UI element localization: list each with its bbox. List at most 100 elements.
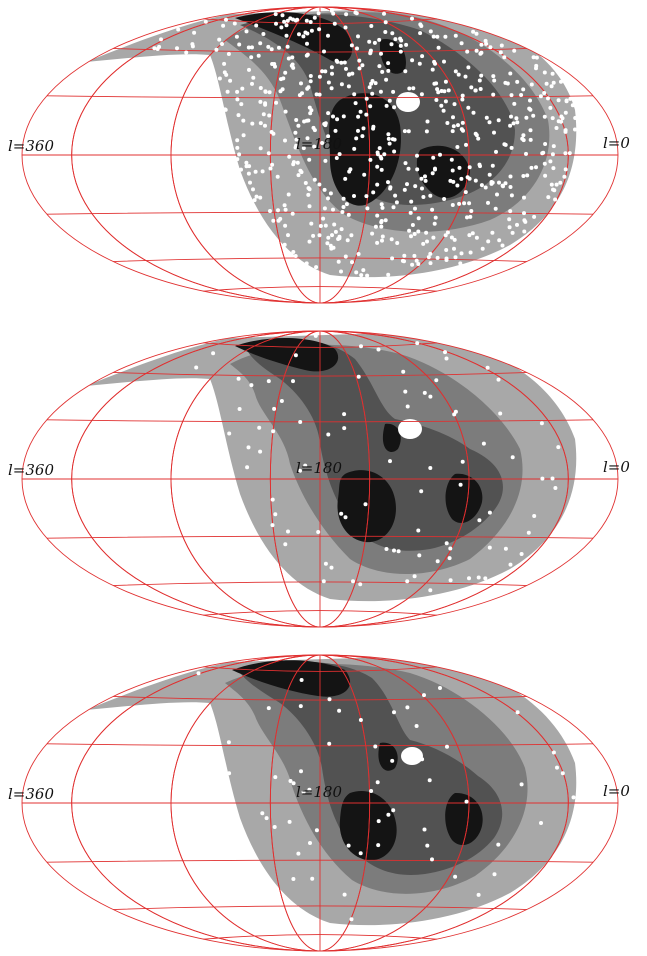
- longitude-label-360: l=360: [8, 785, 54, 803]
- data-point: [460, 459, 465, 464]
- parallel-line: [113, 581, 527, 587]
- data-point: [384, 103, 389, 108]
- data-point: [445, 744, 449, 749]
- data-point: [317, 233, 322, 238]
- data-point: [497, 180, 501, 185]
- data-point: [413, 206, 417, 211]
- data-point: [273, 775, 278, 780]
- data-point: [389, 42, 394, 47]
- data-point: [237, 42, 242, 47]
- data-point: [511, 121, 516, 126]
- data-point: [326, 134, 331, 139]
- data-point: [419, 92, 424, 97]
- data-point: [227, 771, 232, 776]
- data-point: [339, 511, 344, 516]
- data-point: [422, 693, 426, 698]
- data-point: [176, 27, 181, 32]
- data-point: [237, 407, 242, 411]
- data-point: [398, 102, 403, 107]
- data-point: [417, 553, 422, 558]
- data-point: [391, 205, 396, 210]
- data-point: [428, 588, 433, 593]
- data-point: [447, 556, 452, 561]
- data-point: [272, 825, 277, 829]
- data-point: [306, 186, 311, 191]
- data-point: [380, 69, 385, 74]
- data-point: [305, 31, 310, 36]
- data-point: [246, 171, 251, 176]
- data-point: [298, 704, 303, 709]
- data-point: [342, 60, 347, 65]
- data-point: [462, 201, 467, 206]
- data-point: [459, 41, 464, 46]
- data-point: [293, 254, 298, 258]
- data-point: [360, 63, 365, 68]
- data-point: [522, 229, 527, 234]
- data-point: [232, 21, 237, 26]
- data-point: [478, 87, 483, 91]
- data-point: [435, 255, 440, 260]
- data-point: [467, 165, 472, 170]
- data-point: [270, 162, 275, 167]
- data-point: [307, 204, 312, 209]
- data-point: [465, 215, 469, 220]
- parallel-line: [46, 859, 594, 863]
- data-point: [286, 529, 290, 534]
- data-point: [563, 167, 568, 172]
- data-point: [399, 38, 404, 43]
- data-point: [282, 203, 287, 208]
- data-point: [317, 74, 322, 79]
- data-point: [567, 151, 572, 156]
- data-point: [246, 45, 251, 50]
- data-point: [457, 165, 462, 170]
- data-point: [266, 151, 271, 156]
- data-point: [415, 153, 419, 158]
- data-point: [175, 46, 179, 51]
- data-point: [271, 218, 276, 223]
- data-point: [458, 261, 463, 266]
- data-point: [409, 199, 414, 204]
- data-point: [548, 105, 553, 110]
- data-point: [323, 223, 328, 228]
- data-point: [469, 85, 474, 90]
- data-point: [556, 445, 561, 450]
- data-point: [384, 77, 389, 82]
- data-point: [236, 113, 241, 118]
- parallels: [22, 18, 618, 292]
- data-point: [331, 207, 335, 212]
- data-point: [487, 172, 492, 177]
- data-point: [339, 82, 344, 87]
- data-point: [473, 178, 478, 183]
- data-point: [507, 217, 512, 222]
- data-point: [382, 152, 387, 157]
- data-point: [331, 114, 335, 119]
- data-point: [421, 195, 426, 199]
- data-point: [211, 351, 216, 356]
- data-point: [474, 31, 479, 36]
- data-point: [379, 220, 384, 225]
- data-point: [354, 270, 359, 275]
- data-point: [235, 97, 240, 102]
- data-point: [253, 169, 258, 174]
- data-point: [314, 92, 319, 97]
- data-point: [466, 105, 471, 110]
- data-point: [402, 253, 407, 258]
- data-point: [353, 101, 358, 106]
- data-point: [551, 144, 556, 149]
- data-point: [392, 149, 397, 154]
- data-point: [258, 195, 263, 200]
- data-point: [309, 28, 314, 33]
- data-point: [412, 232, 417, 236]
- data-point: [428, 466, 433, 470]
- data-point: [305, 52, 310, 57]
- data-point: [260, 811, 265, 816]
- data-point: [333, 128, 338, 133]
- data-point: [460, 120, 465, 125]
- data-point: [309, 108, 314, 113]
- data-point: [515, 79, 520, 84]
- data-point: [455, 145, 460, 149]
- data-point: [289, 63, 294, 68]
- data-point: [214, 47, 219, 52]
- data-point: [402, 129, 407, 134]
- data-point: [474, 48, 479, 53]
